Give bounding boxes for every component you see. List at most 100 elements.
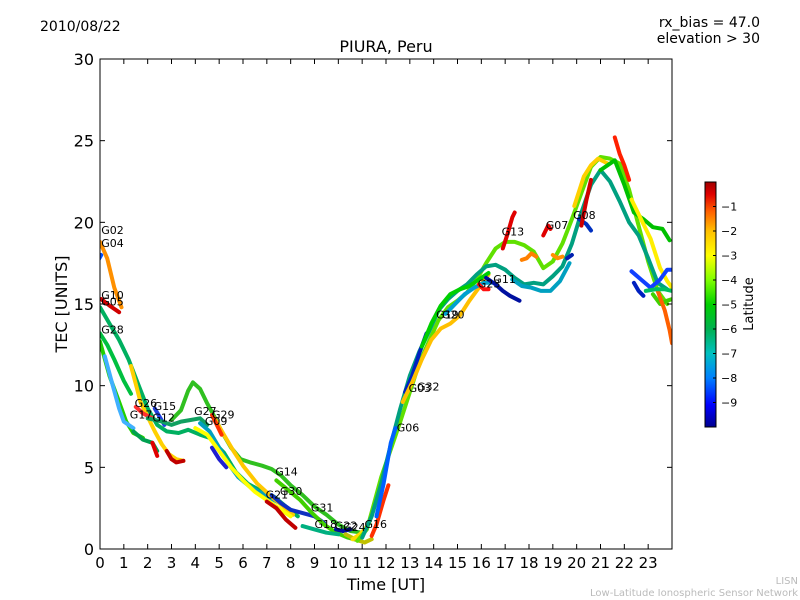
colorbar-tick-label: −6 — [721, 323, 737, 336]
tec-track-23 — [274, 478, 362, 543]
x-tick-label: 23 — [639, 554, 658, 572]
series-layer — [100, 135, 672, 545]
satellite-label: G30 — [280, 485, 303, 498]
x-tick-label: 15 — [448, 554, 467, 572]
satellite-label: G05 — [101, 296, 124, 309]
satellite-label: G20 — [442, 309, 465, 322]
satellite-label: G09 — [205, 415, 228, 428]
tec-track-21 — [264, 499, 298, 530]
tec-track-49 — [629, 197, 672, 290]
org-short-label: LISN — [775, 576, 798, 587]
tec-track-38 — [500, 210, 517, 251]
org-full-label: Low-Latitude Ionospheric Sensor Network — [590, 588, 798, 599]
tec-track-5 — [100, 331, 133, 396]
satellite-label: G28 — [101, 323, 124, 336]
x-tick-label: 16 — [472, 554, 491, 572]
satellite-label: G03 — [409, 382, 432, 395]
satellite-label: G31 — [311, 501, 334, 514]
colorbar-tick-label: −3 — [721, 250, 737, 263]
satellite-label: G29 — [212, 408, 235, 421]
satellite-label: G23 — [478, 278, 501, 291]
tec-track-25 — [334, 527, 353, 533]
tec-track-42 — [541, 223, 553, 238]
tec-track-30 — [369, 483, 391, 538]
y-tick-label: 0 — [84, 540, 94, 559]
colorbar-tick-label: −8 — [721, 372, 737, 385]
colorbar-tick-label: −7 — [721, 348, 737, 361]
x-tick-label: 22 — [615, 554, 634, 572]
satellite-label: G24 — [343, 521, 366, 534]
tec-track-41 — [565, 253, 574, 261]
satellite-label: G07 — [546, 219, 569, 232]
x-tick-label: 6 — [238, 554, 248, 572]
x-tick-label: 12 — [376, 554, 395, 572]
satellite-label: G10 — [101, 289, 124, 302]
y-axis-label: TEC [UNITS] — [52, 256, 71, 354]
x-tick-label: 17 — [496, 554, 515, 572]
satellite-label: G13 — [502, 225, 525, 238]
tec-track-40 — [510, 261, 572, 293]
satellite-label: G02 — [101, 224, 124, 237]
tec-track-51 — [631, 280, 646, 298]
satellite-label: G26 — [135, 397, 158, 410]
tec-track-33 — [400, 272, 491, 404]
x-tick-label: 19 — [543, 554, 562, 572]
satellite-label: G21 — [266, 488, 289, 501]
rx-bias-label: rx_bias = 47.0 — [659, 15, 760, 31]
tec-track-3 — [100, 297, 122, 315]
satellite-label: G04 — [101, 237, 124, 250]
tec-track-34 — [419, 271, 491, 349]
tec-track-45 — [572, 156, 610, 208]
x-tick-label: 3 — [167, 554, 177, 572]
satellite-label: G16 — [365, 518, 388, 531]
elevation-label: elevation > 30 — [657, 31, 760, 47]
x-tick-label: 10 — [329, 554, 348, 572]
x-axis: 0 1 2 3 4 5 6 7 8 9 10 11 12 13 14 15 16 17 18 19 20 21 22 23 — [95, 59, 658, 572]
satellite-label: G11 — [493, 273, 516, 286]
y-axis: 0 5 10 15 20 25 30 — [74, 50, 672, 559]
x-tick-label: 4 — [191, 554, 201, 572]
colorbar-label: Latitude — [742, 277, 757, 331]
tec-track-43 — [550, 253, 565, 261]
satellite-label: G27 — [194, 405, 217, 418]
satellite-label: G14 — [275, 466, 298, 479]
x-tick-label: 18 — [519, 554, 538, 572]
tec-track-46 — [579, 177, 593, 228]
y-tick-label: 30 — [74, 50, 94, 69]
tec-track-19 — [210, 413, 224, 437]
date-label: 2010/08/22 — [40, 19, 121, 35]
tec-track-15 — [169, 380, 365, 535]
tec-track-24 — [300, 524, 341, 537]
satellite-label: G32 — [417, 381, 440, 394]
satellite-label: G17 — [130, 408, 153, 421]
x-tick-label: 11 — [353, 554, 372, 572]
satellite-label: G12 — [152, 412, 175, 425]
x-tick-label: 21 — [591, 554, 610, 572]
tec-track-47 — [612, 135, 632, 182]
x-tick-label: 9 — [310, 554, 320, 572]
tec-track-54 — [643, 287, 672, 293]
x-tick-label: 0 — [95, 554, 105, 572]
x-tick-label: 2 — [143, 554, 153, 572]
colorbar-tick-label: −1 — [721, 201, 737, 214]
tec-track-53 — [655, 288, 672, 346]
tec-track-17 — [210, 445, 229, 470]
x-tick-label: 7 — [262, 554, 272, 572]
tec-track-36 — [484, 275, 522, 303]
y-tick-label: 10 — [74, 377, 94, 396]
colorbar-ticks: −1 −2 −3 −4 −5 −6 −7 −8 −9 — [713, 201, 737, 410]
satellite-label: G15 — [154, 400, 177, 413]
x-tick-label: 13 — [400, 554, 419, 572]
x-tick-label: 14 — [424, 554, 443, 572]
y-tick-label: 25 — [74, 132, 94, 151]
x-tick-label: 1 — [119, 554, 129, 572]
y-tick-label: 5 — [84, 458, 94, 477]
x-axis-label: Time [UT] — [346, 575, 425, 594]
tec-track-37 — [476, 282, 491, 292]
tec-track-14 — [145, 416, 210, 427]
satellite-label: G18 — [315, 518, 338, 531]
tec-track-2 — [100, 239, 124, 310]
satellite-label: G06 — [397, 421, 420, 434]
colorbar-tick-label: −2 — [721, 225, 737, 238]
